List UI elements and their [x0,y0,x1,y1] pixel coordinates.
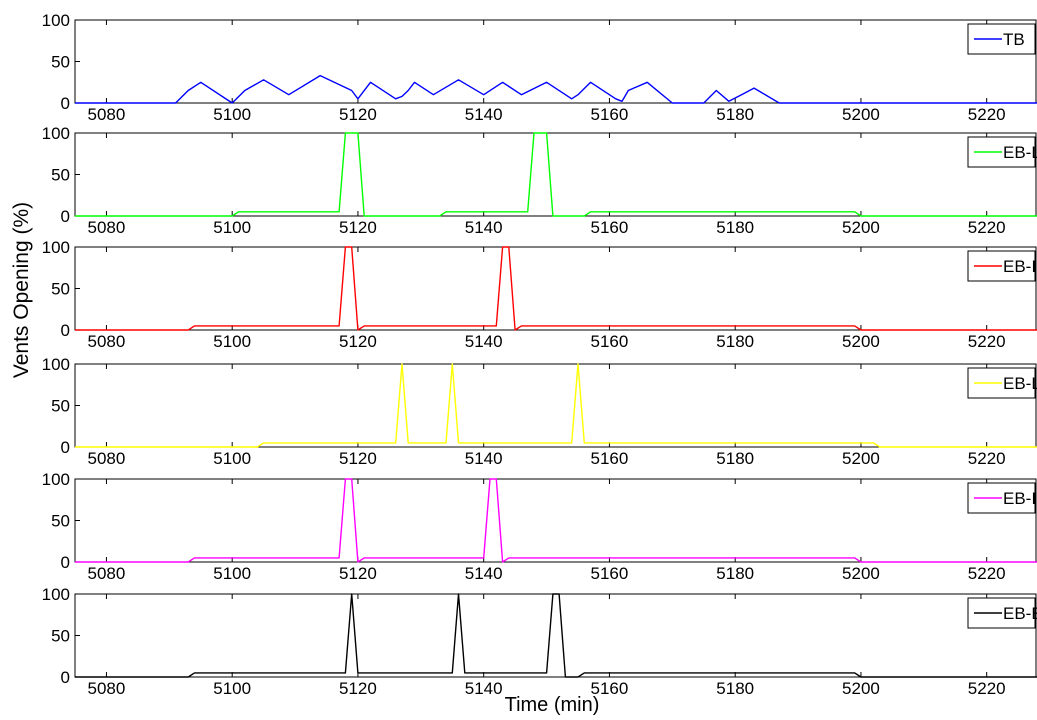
y-tick-label: 50 [51,280,70,299]
legend: EB-LC [967,136,1037,168]
y-tick-label: 100 [42,124,70,143]
legend: EB-ILP [967,482,1037,514]
x-tick-label: 5160 [591,679,629,698]
x-tick-label: 5160 [591,449,629,468]
y-tick-label: 100 [42,238,70,257]
legend-label: EB-ILC [1003,257,1037,276]
x-tick-label: 5160 [591,564,629,583]
x-tick-label: 5200 [842,218,880,237]
legend: TB [967,23,1036,55]
x-tick-label: 5140 [465,105,503,124]
x-tick-label: 5180 [716,679,754,698]
x-tick-label: 5220 [968,564,1006,583]
y-tick-label: 50 [51,53,70,72]
series-line-eb-ilc [75,246,1037,331]
series-line-eb-en [75,593,1037,678]
x-tick-label: 5100 [213,564,251,583]
y-tick-label: 50 [51,166,70,185]
x-tick-label: 5160 [591,332,629,351]
x-tick-label: 5120 [339,449,377,468]
x-tick-label: 5200 [842,679,880,698]
series-line-tb [75,74,1037,104]
x-tick-label: 5140 [465,218,503,237]
y-tick-label: 0 [61,207,70,226]
legend-label: TB [1003,30,1025,49]
y-tick-label: 100 [42,11,70,30]
x-tick-label: 5080 [88,105,126,124]
x-tick-label: 5160 [591,105,629,124]
x-tick-label: 5220 [968,105,1006,124]
y-tick-label: 50 [51,397,70,416]
x-tick-label: 5180 [716,218,754,237]
x-tick-label: 5140 [465,679,503,698]
x-tick-label: 5100 [213,332,251,351]
y-tick-label: 100 [42,585,70,604]
x-tick-label: 5080 [88,332,126,351]
subplot-6: 5080 5100 5120 5140 5160 5180 5200 5220 0 50 100 EB… [42,585,1037,698]
x-tick-label: 5220 [968,449,1006,468]
x-tick-label: 5200 [842,564,880,583]
subplot-4: 5080 5100 5120 5140 5160 5180 5200 5220 0 50 100 EB… [42,355,1037,468]
x-tick-label: 5200 [842,105,880,124]
y-tick-label: 0 [61,553,70,572]
x-tick-label: 5080 [88,564,126,583]
legend-label: EB-ILP [1003,489,1037,508]
y-tick-label: 0 [61,321,70,340]
y-axis-label: Vents Opening (%) [10,202,33,378]
x-tick-label: 5140 [465,332,503,351]
x-tick-label: 5140 [465,449,503,468]
x-tick-label: 5100 [213,105,251,124]
x-tick-label: 5200 [842,449,880,468]
x-tick-label: 5180 [716,564,754,583]
x-tick-label: 5120 [339,105,377,124]
x-axis-label: Time (min) [505,694,600,716]
legend: EB-LP [967,367,1037,399]
x-tick-label: 5120 [339,218,377,237]
x-tick-label: 5180 [716,332,754,351]
x-tick-label: 5120 [339,564,377,583]
legend-label: EB-LP [1003,374,1037,393]
x-tick-label: 5120 [339,679,377,698]
y-tick-label: 0 [61,94,70,113]
legend: EB-ILC [967,250,1037,282]
x-tick-label: 5080 [88,218,126,237]
y-tick-label: 50 [51,512,70,531]
x-tick-label: 5180 [716,449,754,468]
x-tick-label: 5220 [968,332,1006,351]
x-tick-label: 5100 [213,449,251,468]
y-tick-label: 100 [42,470,70,489]
x-tick-label: 5120 [339,332,377,351]
x-tick-label: 5080 [88,679,126,698]
legend: EB-EN [967,597,1037,629]
subplot-2: 5080 5100 5120 5140 5160 5180 5200 5220 0 50 100 EB… [42,124,1037,237]
y-tick-label: 0 [61,438,70,457]
legend-label: EB-EN [1003,604,1037,623]
series-line-eb-lp [75,363,1037,448]
y-tick-label: 0 [61,668,70,687]
subplot-5: 5080 5100 5120 5140 5160 5180 5200 5220 0 50 100 EB… [42,470,1037,583]
series-line-eb-lc [75,132,1037,217]
x-tick-label: 5140 [465,564,503,583]
x-tick-label: 5220 [968,679,1006,698]
subplot-1: 5080 5100 5120 5140 5160 5180 5200 5220 0 50 100 TB [42,11,1037,124]
series-line-eb-ilp [75,478,1037,563]
x-tick-label: 5180 [716,105,754,124]
x-tick-label: 5100 [213,218,251,237]
subplot-stack: 5080 5100 5120 5140 5160 5180 5200 5220 0 50 100 TB… [42,11,1037,698]
legend-label: EB-LC [1003,143,1037,162]
subplot-3: 5080 5100 5120 5140 5160 5180 5200 5220 0 50 100 EB… [42,238,1037,351]
x-tick-label: 5220 [968,218,1006,237]
x-tick-label: 5080 [88,449,126,468]
x-tick-label: 5200 [842,332,880,351]
y-tick-label: 50 [51,627,70,646]
y-tick-label: 100 [42,355,70,374]
x-tick-label: 5100 [213,679,251,698]
x-tick-label: 5160 [591,218,629,237]
